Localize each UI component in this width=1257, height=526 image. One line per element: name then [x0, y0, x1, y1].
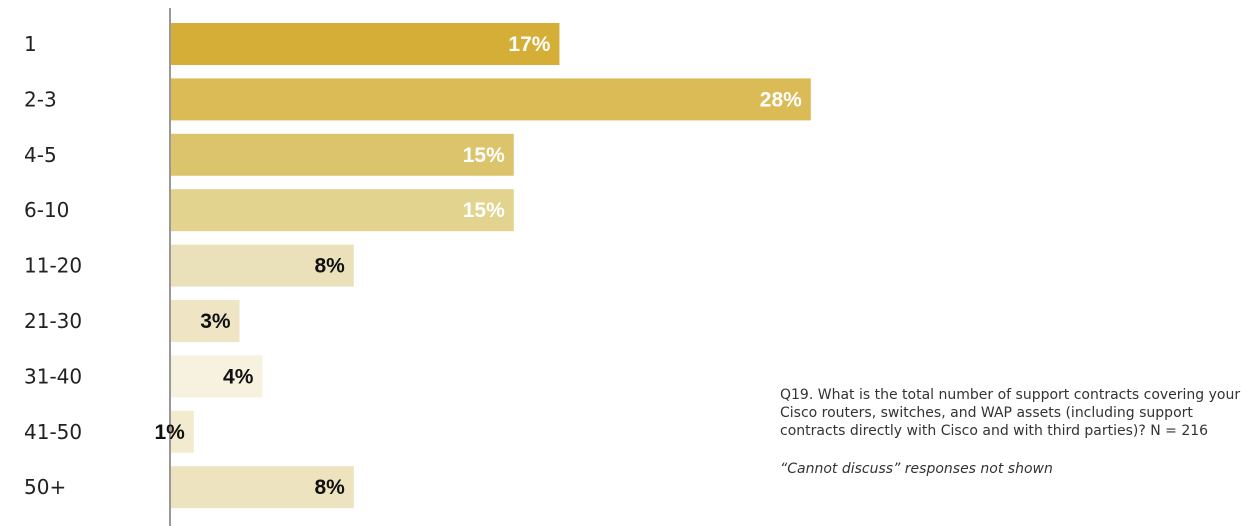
- category-label: 4-5: [24, 143, 57, 167]
- bar: [171, 23, 560, 65]
- value-label: 15%: [463, 144, 505, 167]
- bar: [171, 133, 514, 176]
- value-label: 4%: [223, 365, 254, 388]
- footnote-text: “Cannot discuss” responses not shown: [780, 461, 1053, 477]
- value-label: 8%: [314, 255, 345, 278]
- question-text: Q19. What is the total number of support…: [780, 387, 1241, 439]
- value-label: 28%: [760, 88, 802, 111]
- value-label: 17%: [508, 33, 550, 56]
- value-label: 15%: [463, 199, 505, 222]
- category-label: 11-20: [24, 254, 82, 278]
- bar: [171, 244, 354, 287]
- bar: [171, 189, 514, 232]
- bar: [171, 466, 354, 509]
- category-label: 1: [24, 32, 37, 56]
- bar: [171, 300, 240, 342]
- category-label: 31-40: [24, 364, 82, 388]
- category-label: 6-10: [24, 198, 69, 222]
- category-label: 21-30: [24, 309, 82, 333]
- category-label: 50+: [24, 475, 66, 499]
- bar: [171, 78, 811, 121]
- value-label: 1%: [154, 421, 185, 444]
- category-label: 41-50: [24, 420, 82, 444]
- category-label: 2-3: [24, 87, 57, 111]
- question-note: Q19. What is the total number of support…: [780, 386, 1250, 478]
- bar: [171, 355, 263, 398]
- bar: [171, 410, 194, 453]
- value-label: 3%: [200, 310, 231, 333]
- value-label: 8%: [314, 476, 345, 499]
